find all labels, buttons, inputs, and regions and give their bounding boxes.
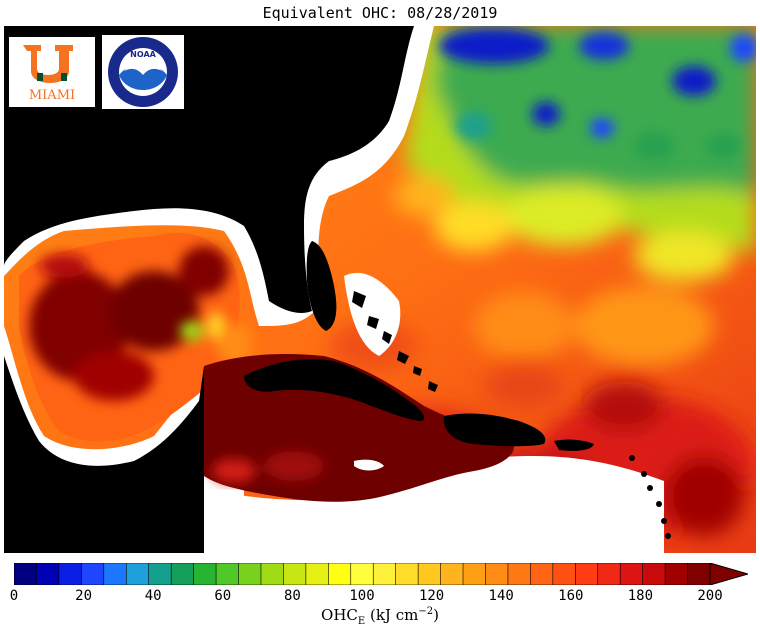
colorbar-tick-label: 60 (214, 588, 232, 604)
north-atlantic-green-zone (434, 26, 756, 196)
colorbar-cell (170, 563, 195, 585)
colorbar-cell (328, 563, 352, 585)
colorbar-cell (215, 563, 240, 585)
colorbar-cell (664, 563, 689, 585)
colorbar-tick-label: 0 (9, 588, 19, 604)
ohc-map (4, 26, 756, 553)
colorbar-cell (81, 563, 105, 585)
colorbar-cell (193, 563, 217, 585)
colorbar-cell (260, 563, 285, 585)
svg-text:NOAA: NOAA (130, 50, 156, 59)
colorbar-cell (148, 563, 172, 585)
colorbar-cell (642, 563, 666, 585)
florida (306, 241, 337, 331)
colorbar-cell (619, 563, 644, 585)
colorbar-cell (125, 563, 150, 585)
colorbar-tick-label: 180 (627, 588, 654, 604)
ohc-colorbar (14, 563, 748, 585)
jamaica (354, 459, 384, 471)
colorbar-tick-label: 80 (283, 588, 301, 604)
colorbar-tick-label: 160 (558, 588, 584, 604)
colorbar-cell (417, 563, 442, 585)
bahamas-islands (352, 291, 438, 392)
colorbar-cell (552, 563, 577, 585)
colorbar-cell (597, 563, 621, 585)
svg-text:MIAMI: MIAMI (29, 88, 75, 103)
mexico-land (4, 356, 204, 553)
colorbar-cell (507, 563, 532, 585)
colorbar-cell (687, 563, 711, 585)
lesser-antilles (629, 455, 671, 539)
colorbar-cell (58, 563, 83, 585)
colorbar-tick-label: 40 (144, 588, 162, 604)
colorbar-units-label: OHCE (kJ cm−2) (321, 606, 439, 627)
noaa-logo: NOAA (102, 35, 184, 109)
colorbar-cell (440, 563, 464, 585)
colorbar-cell (462, 563, 487, 585)
colorbar-overflow-arrow (709, 563, 748, 585)
colorbar-cell (485, 563, 509, 585)
colorbar-cell (395, 563, 419, 585)
colorbar-cell (372, 563, 397, 585)
university-of-miami-logo: MIAMI (9, 37, 95, 107)
hispaniola (443, 413, 546, 447)
colorbar-tick-label: 20 (75, 588, 93, 604)
cuba (244, 359, 425, 421)
colorbar-cell (350, 563, 375, 585)
colorbar-tick-label: 100 (349, 588, 375, 604)
colorbar-cell (530, 563, 554, 585)
map-title: Equivalent OHC: 08/28/2019 (262, 4, 498, 22)
colorbar-cell (305, 563, 330, 585)
colorbar-cell (238, 563, 262, 585)
colorbar-cell (574, 563, 599, 585)
colorbar-tick-label: 200 (697, 588, 723, 604)
colorbar-cell (36, 563, 60, 585)
colorbar-cell (103, 563, 128, 585)
um-u-icon: MIAMI (9, 37, 95, 107)
colorbar-cell (14, 563, 38, 585)
puerto-rico (554, 439, 594, 451)
colorbar-cell (283, 563, 307, 585)
colorbar-tick-label: 120 (418, 588, 445, 604)
colorbar-ticks: 0 20 40 60 80 100 120 140 160 180 200 (0, 588, 760, 608)
south-america-land (214, 508, 644, 553)
colorbar-tick-label: 140 (488, 588, 514, 604)
noaa-seagull-icon: NOAA (102, 35, 184, 109)
